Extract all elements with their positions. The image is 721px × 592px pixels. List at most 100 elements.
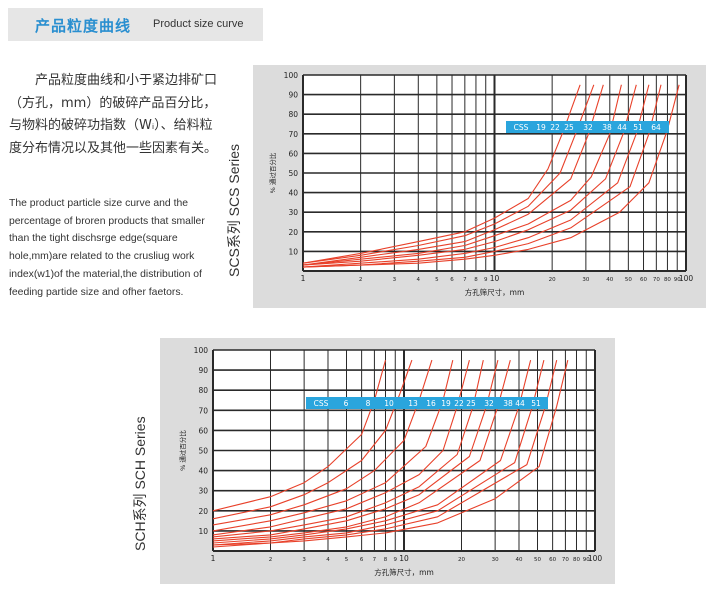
sch-x-tick-label: 70 [562,557,569,563]
sch-chart-panel: 10 20 30 40 50 60 70 80 90 100 1 2 3 4 5 6 7 8 9 10 20 30 40 50… [160,338,615,584]
scs-x-tick-label: 20 [549,277,556,283]
sch-y-tick-label: 40 [198,467,208,476]
sch-curve-css-32 [212,359,532,544]
scs-x-tick-label: 9 [484,277,488,283]
scs-y-axis-title: % 通过百分比 [268,152,277,193]
sch-legend-title: CSS [314,399,329,408]
sch-y-tick-label: 70 [198,406,208,415]
scs-y-tick-label: 10 [288,247,298,256]
scs-curve-css-25 [302,84,604,266]
sch-x-tick-label: 90 [583,557,590,563]
sch-curve-css-44 [212,359,558,546]
scs-x-tick-label: 7 [463,277,467,283]
sch-x-tick-label: 40 [515,557,522,563]
sch-y-tick-label: 60 [198,426,208,435]
description-en: The product particle size curve and the … [9,198,205,298]
scs-legend-item: 22 [550,123,560,132]
sch-legend-item: 22 [454,399,464,408]
sch-legend-item: 6 [344,399,349,408]
scs-legend-bar [506,121,669,133]
scs-x-tick-label: 6 [450,277,454,283]
scs-legend-item: 51 [633,123,643,132]
sch-curve-css-25 [212,359,511,542]
scs-legend-item: 19 [536,123,546,132]
scs-curve-css-38 [302,84,637,266]
scs-y-tick-label: 80 [288,110,298,119]
scs-y-tick-label: 100 [284,71,299,80]
scs-x-axis-title: 方孔筛尺寸，mm [465,287,525,297]
sch-y-tick-label: 20 [198,507,208,516]
sch-legend-item: 13 [408,399,418,408]
scs-curve-css-64 [302,84,680,268]
scs-x-tick-label: 70 [653,277,660,283]
sch-legend-item: 25 [466,399,476,408]
scs-legend-item: 44 [617,123,627,132]
scs-y-tick-label: 20 [288,228,298,237]
scs-x-tick-label: 80 [664,277,671,283]
sch-x-axis-title: 方孔筛尺寸，mm [374,567,434,577]
scs-legend-item: 32 [583,123,593,132]
sch-y-tick-label: 50 [198,447,208,456]
sch-legend-item: 16 [426,399,436,408]
scs-x-tick-label: 10 [490,274,500,283]
scs-y-tick-label: 60 [288,149,298,158]
sch-x-tick-label: 1 [211,554,216,563]
sch-x-tick-label: 2 [269,557,273,563]
scs-y-tick-label: 50 [288,169,298,178]
scs-y-tick-label: 90 [288,91,298,100]
sch-legend-item: 19 [441,399,451,408]
scs-chart-panel: 10 20 30 40 50 60 70 80 90 100 1 2 3 4 5 6 7 8 9 10 20 30 40 50… [253,65,706,308]
description-cn: 产品粒度曲线和小于紧边排矿口（方孔，mm）的破碎产品百分比，与物料的破碎功指数（… [9,73,218,156]
sch-legend-item: 10 [384,399,394,408]
sch-curve-css-38 [212,359,545,546]
sch-x-tick-label: 5 [345,557,349,563]
sch-y-tick-label: 90 [198,366,208,375]
scs-x-tick-label: 3 [393,277,397,283]
sch-y-axis-title: % 通过百分比 [178,430,187,471]
scs-x-tick-label: 4 [417,277,421,283]
sch-x-tick-label: 100 [588,554,603,563]
sch-x-tick-label: 30 [492,557,499,563]
scs-curve-css-32 [302,84,622,266]
scs-x-tick-label: 90 [674,277,681,283]
sch-legend-bar [306,397,548,409]
scs-x-tick-label: 8 [474,277,478,283]
scs-legend-item: 38 [602,123,612,132]
sch-x-tick-label: 80 [573,557,580,563]
sch-y-tick-label: 100 [194,346,209,355]
scs-legend-item: 25 [564,123,574,132]
sch-series-label: SCH系列 SCH Series [132,416,148,551]
sch-y-tick-label: 30 [198,487,208,496]
sch-x-tick-label: 7 [373,557,377,563]
section-header: 产品粒度曲线 Product size curve [8,8,263,41]
scs-x-tick-label: 100 [679,274,694,283]
sch-x-tick-label: 9 [394,557,398,563]
sch-curve-css-22 [212,359,499,540]
sch-x-tick-label: 6 [360,557,364,563]
scs-curve-css-44 [302,84,650,268]
scs-x-tick-label: 60 [640,277,647,283]
sch-legend-item: 8 [366,399,371,408]
scs-legend-title: CSS [514,123,529,132]
scs-x-tick-label: 30 [582,277,589,283]
scs-curve-css-51 [302,84,662,268]
sch-x-tick-label: 3 [302,557,306,563]
sch-legend-item: 51 [531,399,541,408]
scs-legend-item: 64 [651,123,661,132]
sch-x-tick-label: 50 [534,557,541,563]
scs-x-tick-label: 1 [301,274,306,283]
sch-x-tick-label: 60 [549,557,556,563]
sch-curve-css-51 [212,359,569,548]
scs-y-tick-label: 40 [288,189,298,198]
scs-x-tick-label: 50 [625,277,632,283]
sch-y-tick-label: 80 [198,386,208,395]
sch-x-tick-label: 10 [399,554,409,563]
sch-legend-item: 32 [484,399,494,408]
section-title-en: Product size curve [153,18,244,30]
scs-y-tick-label: 70 [288,130,298,139]
scs-y-tick-label: 30 [288,208,298,217]
sch-legend-item: 44 [515,399,525,408]
sch-curve-css-19 [212,359,484,538]
